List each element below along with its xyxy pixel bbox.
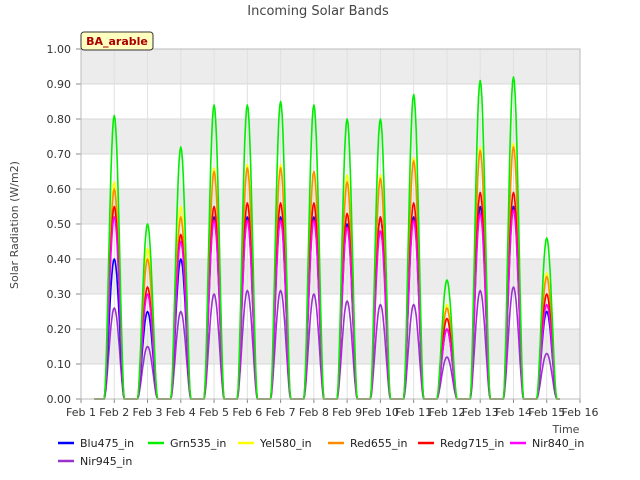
x-tick-label: Feb 8 [299,406,329,419]
legend-label: Redg715_in [440,437,504,450]
y-tick-label: 0.60 [47,183,72,196]
legend-label: Yel580_in [259,437,312,450]
grid-band [81,189,580,224]
x-tick-label: Feb 2 [99,406,129,419]
chart-title: Incoming Solar Bands [247,4,389,19]
legend-label: Blu475_in [80,437,134,450]
x-tick-label: Feb 3 [133,406,163,419]
legend-item-blu475-in: Blu475_in [58,437,134,450]
grid-band [81,49,580,84]
y-tick-label: 0.10 [47,358,72,371]
x-tick-label: Feb 4 [166,406,196,419]
station-badge: BA_arable [80,31,154,51]
y-tick-label: 1.00 [47,43,72,56]
y-tick-label: 0.00 [47,393,72,406]
y-tick-label: 0.80 [47,113,72,126]
x-tick-label: Feb 11 [395,406,432,419]
legend-item-red655-in: Red655_in [328,437,407,450]
legend-label: Red655_in [350,437,407,450]
x-tick-label: Feb 1 [66,406,96,419]
y-tick-label: 0.70 [47,148,72,161]
y-tick-label: 0.20 [47,323,72,336]
x-tick-label: Feb 12 [428,406,465,419]
x-tick-label: Feb 9 [332,406,362,419]
x-tick-label: Feb 14 [495,406,532,419]
y-tick-label: 0.30 [47,288,72,301]
y-tick-label: 0.90 [47,78,72,91]
legend: Blu475_in Grn535_in Yel580_in Red655_in Redg… [58,437,584,468]
station-badge-label: BA_arable [86,35,148,48]
legend-item-redg715-in: Redg715_in [418,437,504,450]
x-tick-label: Feb 15 [528,406,565,419]
plot-frame [80,48,581,400]
grid-band [81,259,580,294]
legend-item-nir840-in: Nir840_in [510,437,584,450]
grid-band [81,329,580,364]
x-tick-label: Feb 13 [462,406,499,419]
x-tick-label: Feb 16 [562,406,599,419]
y-tick-label: 0.50 [47,218,72,231]
legend-item-nir945-in: Nir945_in [58,455,132,468]
x-tick-label: Feb 7 [266,406,296,419]
legend-item-yel580-in: Yel580_in [238,437,312,450]
x-tick-label: Feb 10 [362,406,399,419]
legend-item-grn535-in: Grn535_in [148,437,226,450]
x-axis-label: Time [552,423,580,436]
y-tick-label: 0.40 [47,253,72,266]
legend-label: Nir840_in [532,437,584,450]
y-axis-label: Solar Radiation (W/m2) [8,161,21,289]
legend-label: Nir945_in [80,455,132,468]
legend-label: Grn535_in [170,437,226,450]
x-tick-label: Feb 5 [199,406,229,419]
plot-area: 0.00 0.10 0.20 0.30 0.40 0.50 0.60 0.70 0.80 0.90… [47,43,599,419]
x-tick-label: Feb 6 [232,406,262,419]
grid-band [81,119,580,154]
